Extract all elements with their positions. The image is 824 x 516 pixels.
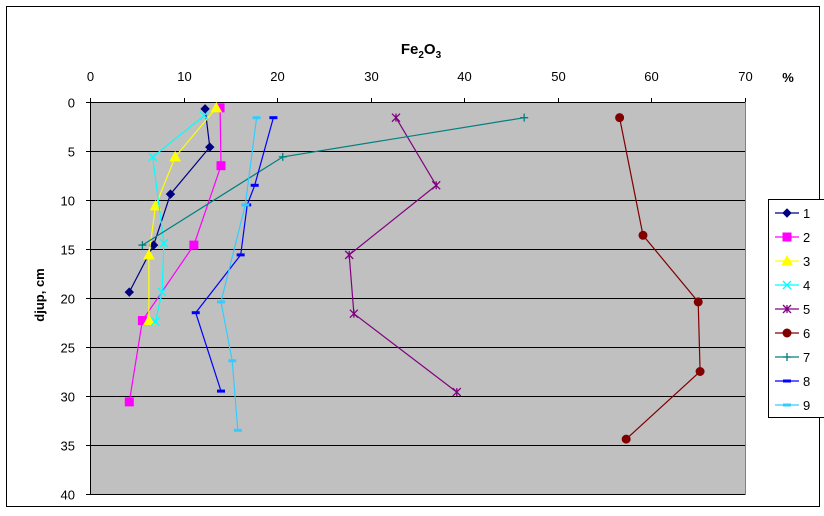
legend-label-6: 6 — [803, 326, 810, 341]
y-tick-label-35: 35 — [61, 439, 75, 454]
series-9-point-0 — [253, 116, 261, 119]
x-tick-label-40: 40 — [457, 69, 471, 84]
title-sub-3: 3 — [436, 50, 442, 61]
series-6-point-1 — [639, 231, 647, 239]
y-tick-label-0: 0 — [68, 96, 75, 111]
y-tick-label-20: 20 — [61, 292, 75, 307]
legend-label-8: 8 — [803, 374, 810, 389]
series-6-point-4 — [622, 435, 630, 443]
series-6-point-0 — [616, 114, 624, 122]
series-9-point-3 — [228, 359, 236, 362]
series-8-point-1 — [251, 184, 259, 187]
x-tick-label-10: 10 — [177, 69, 191, 84]
y-tick-label-10: 10 — [61, 194, 75, 209]
legend: 1 2 3 4 5 6 7 8 9 — [769, 200, 824, 418]
y-tick-label-40: 40 — [61, 488, 75, 503]
series-8-point-4 — [192, 311, 200, 314]
x-tick-label-70: 70 — [738, 69, 752, 84]
series-2-point-4 — [125, 398, 133, 406]
legend-label-5: 5 — [803, 302, 810, 317]
x-tick-label-50: 50 — [551, 69, 565, 84]
series-9-point-2 — [217, 300, 225, 303]
legend-marker-6 — [783, 329, 791, 337]
legend-marker-9 — [783, 404, 791, 407]
legend-marker-2 — [783, 233, 791, 241]
series-6-point-3 — [696, 368, 704, 376]
series-6-point-2 — [694, 298, 702, 306]
x-tick-label-60: 60 — [644, 69, 658, 84]
legend-label-7: 7 — [803, 350, 810, 365]
x-tick-label-0: 0 — [87, 69, 94, 84]
title-o: O — [424, 41, 436, 58]
series-8-point-5 — [217, 390, 225, 393]
series-9-point-1 — [241, 203, 249, 206]
series-2-point-2 — [190, 241, 198, 249]
series-8-point-0 — [269, 116, 277, 119]
legend-marker-8 — [783, 380, 791, 383]
y-tick-label-15: 15 — [61, 243, 75, 258]
x-tick-label-30: 30 — [364, 69, 378, 84]
series-8-point-3 — [237, 253, 245, 256]
x-tick-label-20: 20 — [270, 69, 284, 84]
legend-label-2: 2 — [803, 230, 810, 245]
legend-label-3: 3 — [803, 254, 810, 269]
y-tick-label-25: 25 — [61, 341, 75, 356]
y-tick-label-30: 30 — [61, 390, 75, 405]
series-9-point-4 — [234, 429, 242, 432]
legend-label-9: 9 — [803, 398, 810, 413]
legend-label-4: 4 — [803, 278, 810, 293]
series-2-point-1 — [217, 162, 225, 170]
legend-label-1: 1 — [803, 206, 810, 221]
y-axis-label: djup, cm — [32, 268, 47, 321]
y-tick-label-5: 5 — [68, 145, 75, 160]
x-axis-unit: % — [782, 70, 794, 85]
title-fe: Fe — [401, 41, 419, 58]
